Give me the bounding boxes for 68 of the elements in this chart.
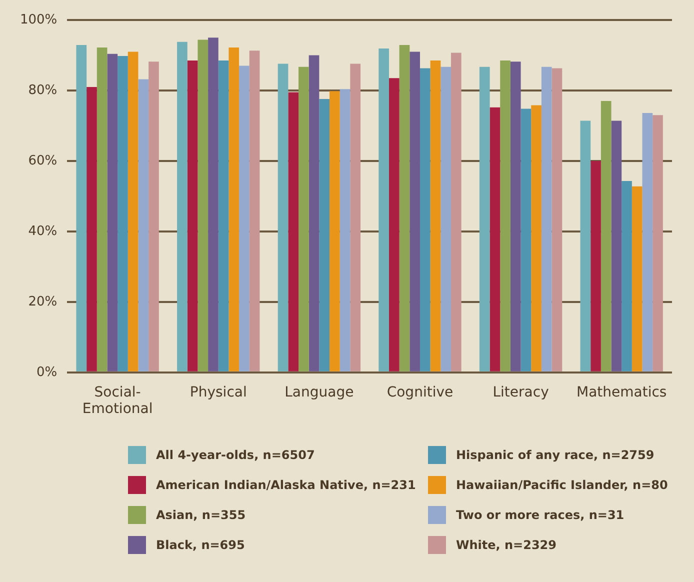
x-tick-label: Language xyxy=(284,384,354,400)
x-tick-label: Mathematics xyxy=(576,384,667,400)
bar xyxy=(107,54,118,372)
bar xyxy=(118,56,128,372)
bar xyxy=(440,66,451,372)
bar xyxy=(410,52,420,372)
bar xyxy=(552,68,562,372)
bar xyxy=(590,160,601,372)
bar xyxy=(128,52,138,372)
bar xyxy=(430,60,441,372)
bar xyxy=(319,98,330,372)
legend-label: Two or more races, n=31 xyxy=(456,508,624,522)
bar xyxy=(340,89,350,372)
bar xyxy=(76,45,87,372)
legend-label: Asian, n=355 xyxy=(156,508,246,522)
y-tick-label: 60% xyxy=(28,153,58,168)
bar xyxy=(622,181,632,372)
bar xyxy=(580,120,591,372)
legend-label: American Indian/Alaska Native, n=231 xyxy=(156,478,416,492)
x-tick-label: Social-Emotional xyxy=(82,384,153,418)
bar xyxy=(208,38,218,372)
legend-label: Hawaiian/Pacific Islander, n=80 xyxy=(456,478,668,492)
legend-label: White, n=2329 xyxy=(456,538,556,552)
bar xyxy=(96,47,108,372)
x-tick-label: Physical xyxy=(190,384,247,400)
bar xyxy=(86,86,97,372)
bar xyxy=(249,50,260,372)
bar xyxy=(148,62,159,372)
y-tick-label: 20% xyxy=(28,294,58,310)
bar xyxy=(652,115,663,372)
bar xyxy=(330,91,340,372)
bar xyxy=(298,66,309,372)
bar xyxy=(228,47,240,372)
bar xyxy=(278,64,288,372)
legend-label: Hispanic of any race, n=2759 xyxy=(456,448,654,462)
bar xyxy=(490,107,500,372)
bar xyxy=(399,45,410,372)
bar xyxy=(378,48,389,372)
bar xyxy=(350,64,361,372)
bar xyxy=(531,105,542,372)
x-tick-label: Literacy xyxy=(492,384,549,400)
bar xyxy=(239,66,250,372)
bar xyxy=(611,120,622,372)
bar xyxy=(632,186,642,372)
legend-label: All 4-year-olds, n=6507 xyxy=(156,448,315,462)
x-tick-label: Cognitive xyxy=(386,384,454,400)
bar xyxy=(198,40,208,372)
bar xyxy=(308,55,320,372)
bar xyxy=(420,68,430,372)
bar xyxy=(138,79,149,372)
bar xyxy=(600,101,612,372)
bar xyxy=(218,60,229,372)
y-tick-label: 0% xyxy=(36,364,58,380)
bar xyxy=(479,66,490,372)
y-tick-label: 80% xyxy=(28,82,58,98)
bar xyxy=(187,60,198,372)
bar xyxy=(510,62,521,372)
y-tick-label: 40% xyxy=(28,224,58,239)
bar xyxy=(500,60,510,372)
y-tick-label: 100% xyxy=(20,12,58,28)
bar xyxy=(450,52,462,372)
bar xyxy=(288,92,299,372)
bar xyxy=(520,108,532,372)
legend-label: Black, n=695 xyxy=(156,538,245,552)
bar xyxy=(177,42,188,372)
bar xyxy=(541,66,552,372)
bar xyxy=(642,113,653,372)
bar xyxy=(388,78,400,372)
